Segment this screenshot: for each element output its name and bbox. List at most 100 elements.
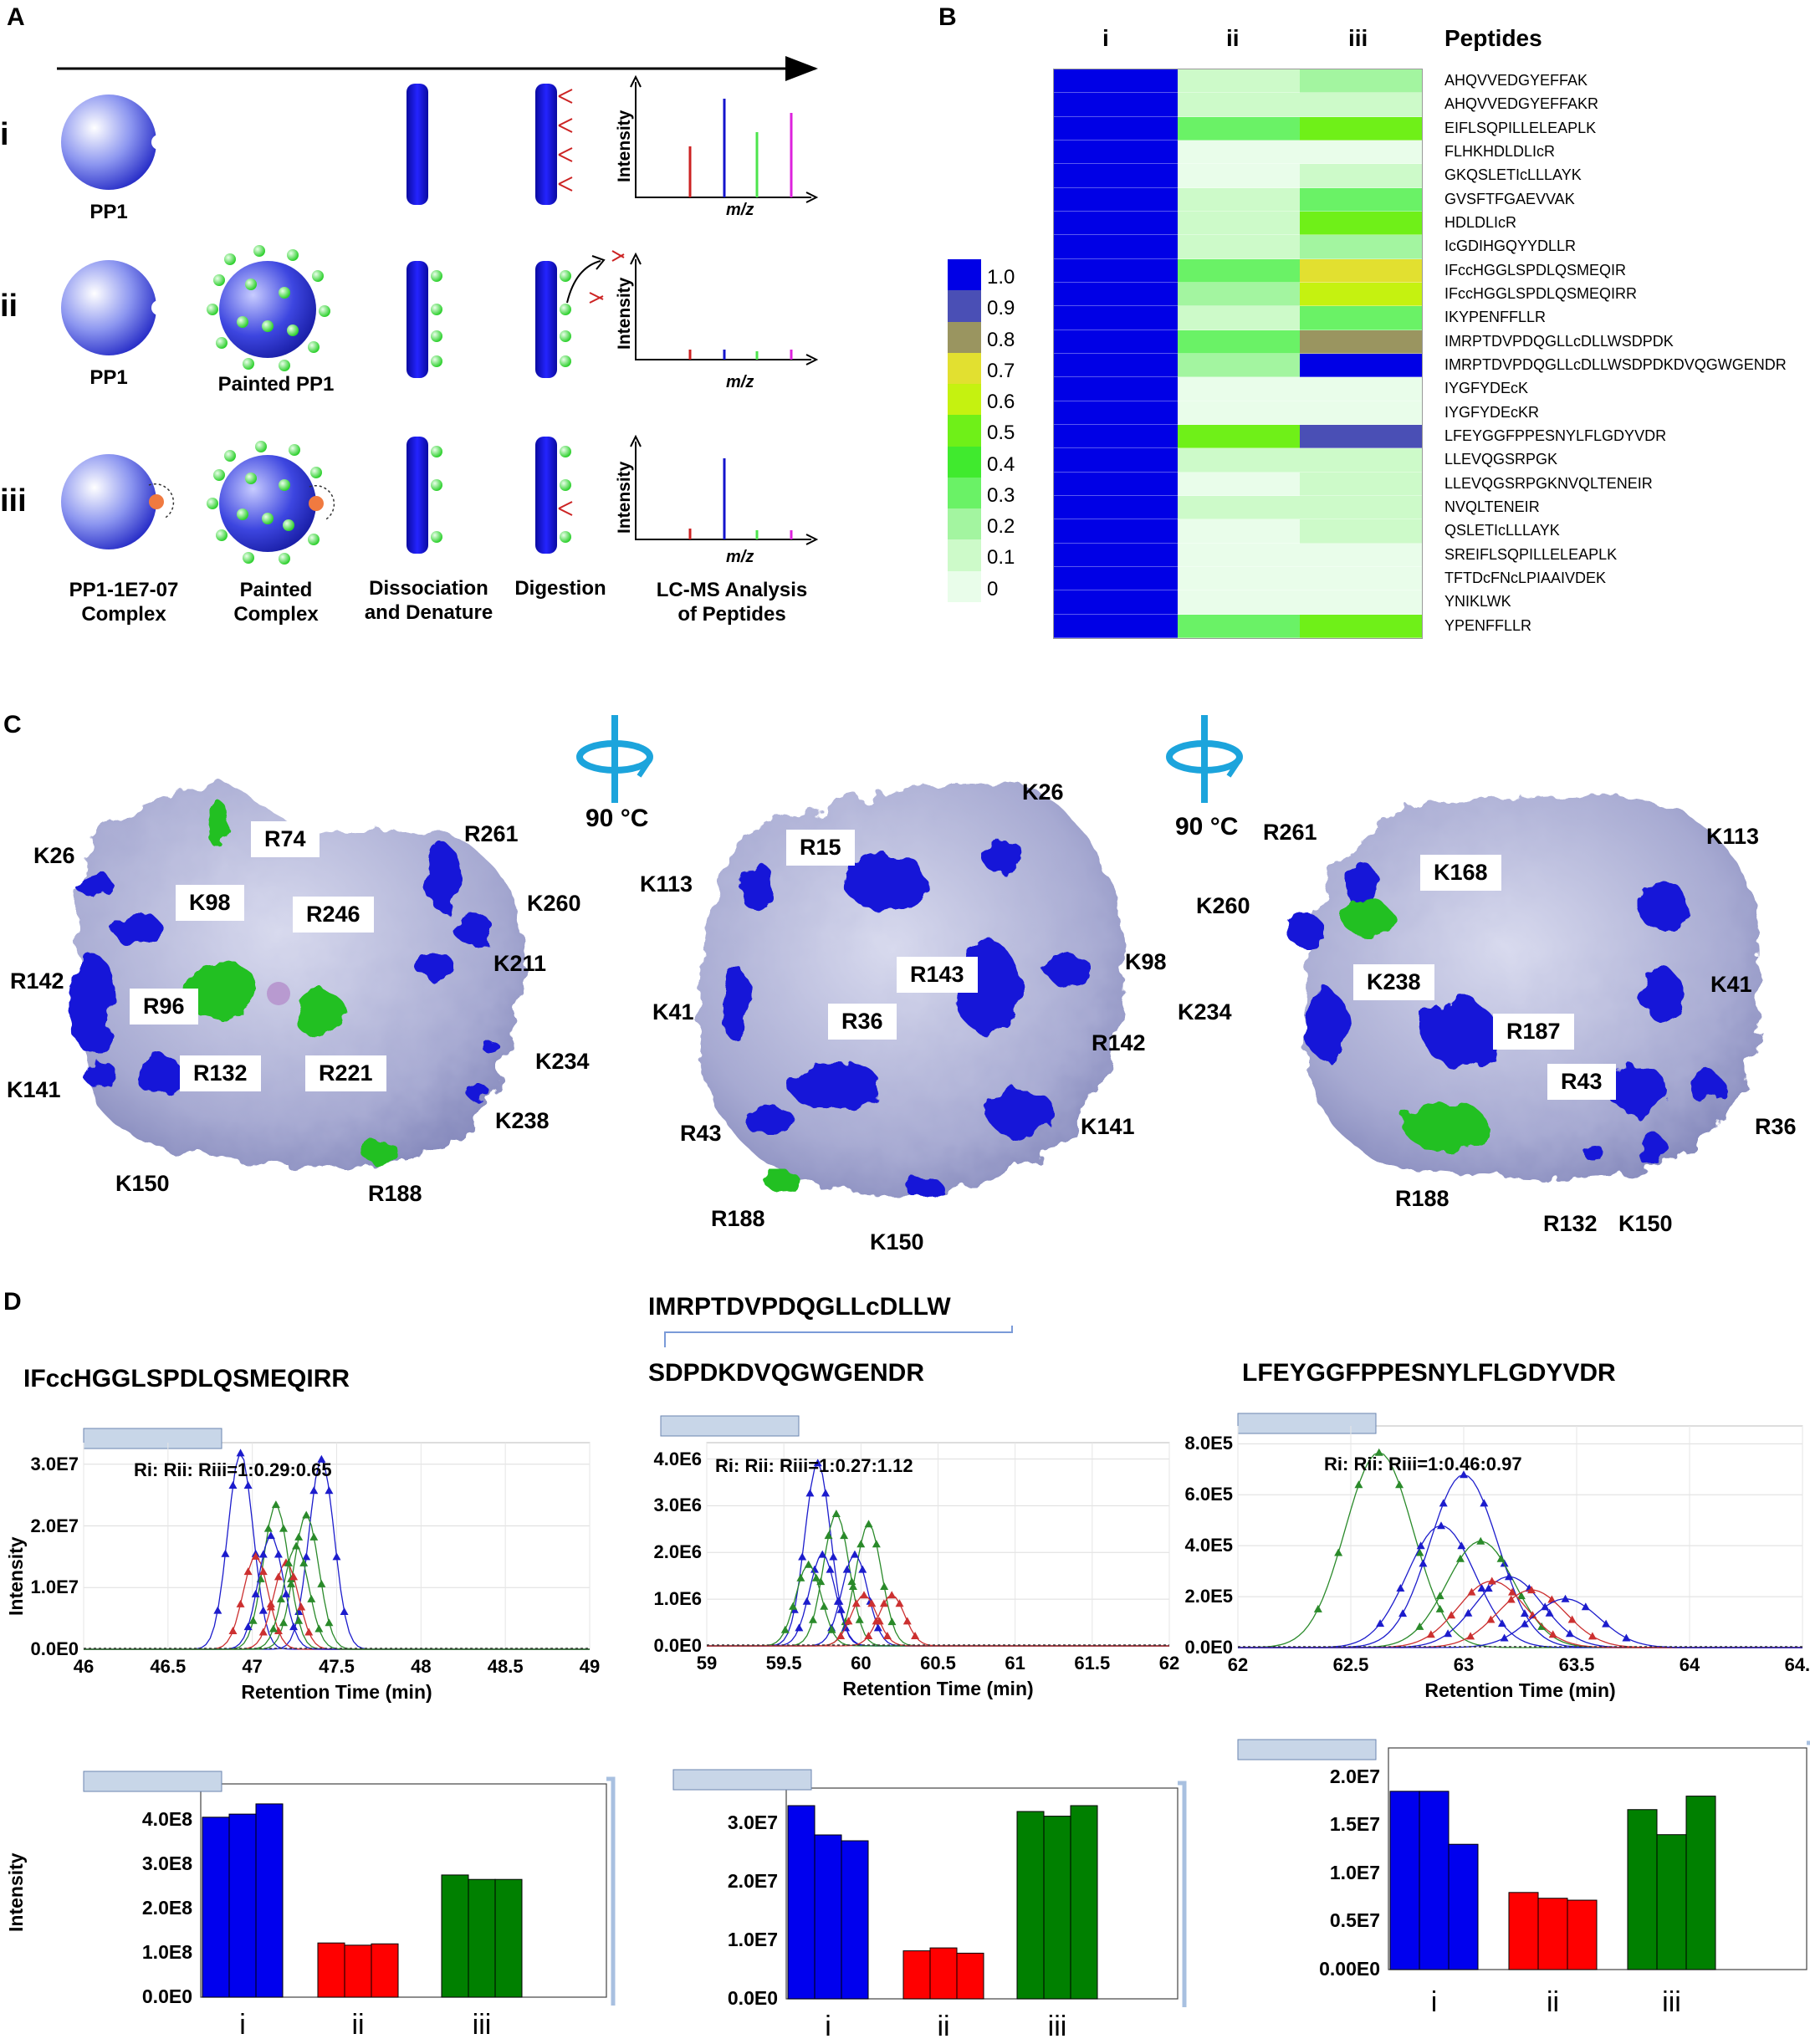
chromatogram-trace [707, 1564, 1169, 1647]
trace-marker [1396, 1584, 1405, 1592]
trace-marker [221, 1549, 230, 1557]
trace-marker [824, 1531, 833, 1540]
trace-marker [1455, 1554, 1465, 1562]
trace-marker [263, 1524, 273, 1532]
trace-marker [831, 1510, 841, 1518]
residue-k150: K150 [115, 1171, 170, 1196]
ratio-label: Ri: Rii: Riii=1:0.46:0.97 [1324, 1454, 1522, 1474]
peptide-label: IKYPENFFLLR [1444, 309, 1547, 326]
trace-marker [236, 1599, 245, 1607]
peptide-label: FLHKHDLDLIcR [1444, 143, 1556, 160]
trace-marker [1506, 1595, 1516, 1603]
chromatogram-trace [707, 1553, 1169, 1647]
spectrum-iii-ylabel: Intensity [615, 461, 634, 534]
trace-marker [1457, 1541, 1466, 1550]
heatmap-cell [1300, 590, 1422, 615]
heatmap-cell [1054, 187, 1178, 212]
trace-marker [1466, 1632, 1475, 1640]
heatmap-cell [1300, 567, 1422, 591]
legend-swatch [948, 446, 981, 478]
bar-category-label: ii [937, 2011, 950, 2042]
chromatogram-trace [707, 1462, 1169, 1647]
trace-marker [856, 1540, 866, 1548]
trace-marker [1496, 1554, 1506, 1562]
residue-k26: K26 [33, 843, 75, 868]
row-label-ii: ii [0, 289, 18, 324]
trace-marker [1486, 1615, 1496, 1623]
chromatogram-trace [1238, 1598, 1802, 1648]
x-tick-label: 63.5 [1558, 1654, 1595, 1675]
x-tick-label: 64.5 [1784, 1654, 1810, 1675]
chromatogram-trace [84, 1505, 590, 1650]
painted-complex-sphere [207, 441, 335, 565]
bar-y-tick-label: 1.0E7 [1329, 1861, 1380, 1883]
residue-r246: R246 [293, 897, 374, 933]
trace-marker [268, 1624, 278, 1633]
peptide-label: LLEVQGSRPGK [1444, 451, 1558, 468]
trace-marker [872, 1540, 881, 1548]
trace-marker [911, 1631, 920, 1639]
heatmap-cell [1300, 69, 1422, 94]
trace-marker [860, 1591, 869, 1599]
residue-r43: R43 [680, 1121, 722, 1146]
spectrum-i [630, 74, 819, 203]
trace-marker [841, 1623, 851, 1632]
chromatogram-toolbar [660, 1415, 800, 1437]
trace-marker [858, 1565, 867, 1573]
trace-marker [228, 1481, 238, 1490]
legend-swatch [948, 539, 981, 571]
heatmap-cell [1300, 377, 1422, 401]
legend-swatch [948, 259, 981, 291]
heatmap-cell [1300, 306, 1422, 330]
chromatogram-trace [1238, 1474, 1802, 1648]
heatmap-cell [1300, 354, 1422, 378]
pp1-sphere-i [61, 95, 166, 190]
trace-marker [851, 1599, 861, 1607]
bar-i-3 [841, 1840, 869, 2000]
trace-marker [796, 1573, 805, 1582]
spectrum-ii [630, 252, 819, 365]
heatmap-cell [1178, 401, 1300, 425]
bar-y-tick-label: 3.0E8 [141, 1852, 192, 1874]
trace-marker [882, 1631, 892, 1639]
legend-swatch [948, 508, 981, 540]
rotation-icon-2 [1166, 715, 1243, 803]
bar-category-label: iii [1047, 2011, 1067, 2042]
trace-marker [1439, 1499, 1448, 1507]
y-tick-label: 0.0E0 [653, 1635, 703, 1656]
x-tick-label: 46 [73, 1656, 95, 1677]
trace-marker [1561, 1594, 1570, 1602]
residue-k113: K113 [1706, 824, 1760, 849]
trace-marker [279, 1618, 288, 1627]
trace-marker [795, 1623, 804, 1632]
residue-r36: R36 [1755, 1114, 1797, 1139]
peptide-label: EIFLSQPILLELEAPLK [1444, 119, 1597, 136]
bar-iii-2 [468, 1878, 496, 1998]
trace-marker [1435, 1592, 1444, 1600]
peptide-label: QSLETIcLLLAYK [1444, 522, 1560, 539]
peptide-label: HDLDLIcR [1444, 214, 1517, 231]
residue-r96: R96 [130, 989, 198, 1025]
heatmap-col-i: i [1102, 25, 1109, 51]
residue-r261: R261 [464, 821, 519, 846]
trace-marker [325, 1486, 334, 1495]
heatmap-cell [1300, 543, 1422, 567]
bar-ii-2 [344, 1944, 372, 1998]
trace-marker [302, 1510, 311, 1519]
heatmap-cell [1178, 519, 1300, 544]
bar-ii-3 [371, 1943, 399, 1998]
heatmap-cell [1300, 519, 1422, 544]
trace-marker [287, 1579, 296, 1587]
bar-category-label: i [1430, 1986, 1438, 2018]
bar-frame-shadow [1178, 1781, 1187, 2007]
heatmap-cell [1178, 567, 1300, 591]
trace-marker [835, 1597, 844, 1605]
heatmap-cell [1054, 116, 1178, 141]
trace-marker [1464, 1608, 1473, 1617]
heatmap-cell [1054, 330, 1178, 354]
trace-marker [1415, 1548, 1424, 1556]
y-tick-label: 4.0E5 [1184, 1535, 1234, 1556]
trace-marker [266, 1599, 275, 1607]
residue-k98: K98 [1125, 949, 1167, 974]
trace-marker [821, 1489, 831, 1497]
